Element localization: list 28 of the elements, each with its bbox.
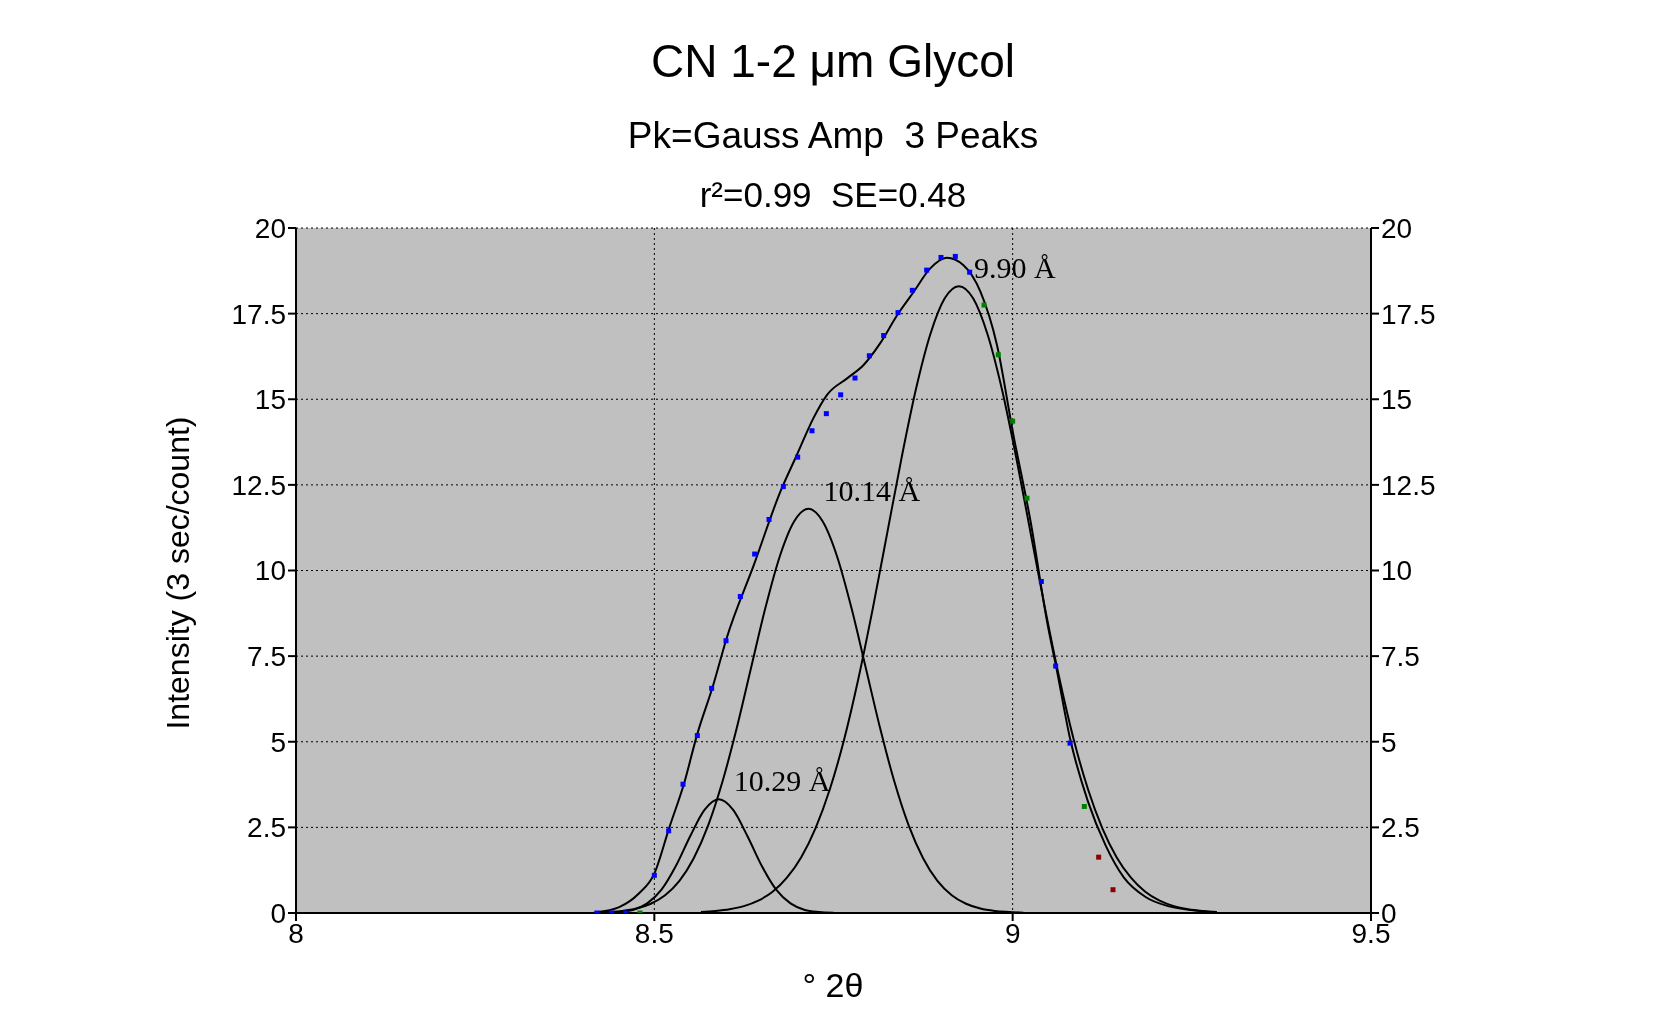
- y2-tick-label: 10: [1381, 555, 1413, 587]
- y2-tick-label: 7.5: [1381, 641, 1420, 673]
- y2-tick-label: 20: [1381, 212, 1413, 244]
- y-tick-label: 20: [254, 212, 286, 244]
- y-axis-title: Intensity (3 sec/count): [159, 416, 197, 730]
- y2-tick-label: 2.5: [1381, 812, 1420, 844]
- y2-tick-label: 17.5: [1381, 298, 1436, 330]
- x-tick-label: 8.5: [634, 917, 674, 949]
- y-tick-label: 17.5: [231, 298, 286, 330]
- y-tick-label: 15: [254, 384, 286, 416]
- y2-tick-label: 5: [1381, 726, 1397, 758]
- text: r²=0.99 SE=0.48: [699, 175, 967, 214]
- annotation: 10.29 Å: [733, 764, 831, 798]
- y2-tick-label: 12.5: [1381, 469, 1436, 501]
- chart-title: CN 1-2 μm Glycol: [650, 34, 1016, 88]
- annotation: 10.14 Å: [823, 473, 921, 507]
- x-tick-label: 9: [1004, 917, 1021, 949]
- y-tick-label: 7.5: [247, 641, 286, 673]
- y-tick-label: 0: [270, 897, 286, 929]
- x-axis-title: ° 2θ: [802, 966, 864, 1005]
- x-tick-label: 8: [288, 917, 304, 949]
- y-tick-label: 10: [254, 555, 286, 587]
- y-tick-label: 2.5: [247, 812, 286, 844]
- y-tick-label: 12.5: [231, 469, 286, 501]
- annotation: 9.90 Å: [973, 251, 1056, 285]
- y2-tick-label: 15: [1381, 384, 1413, 416]
- chart-subtitle: Pk=Gauss Amp 3 Peaks: [626, 115, 1040, 157]
- y-tick-label: 5: [270, 726, 286, 758]
